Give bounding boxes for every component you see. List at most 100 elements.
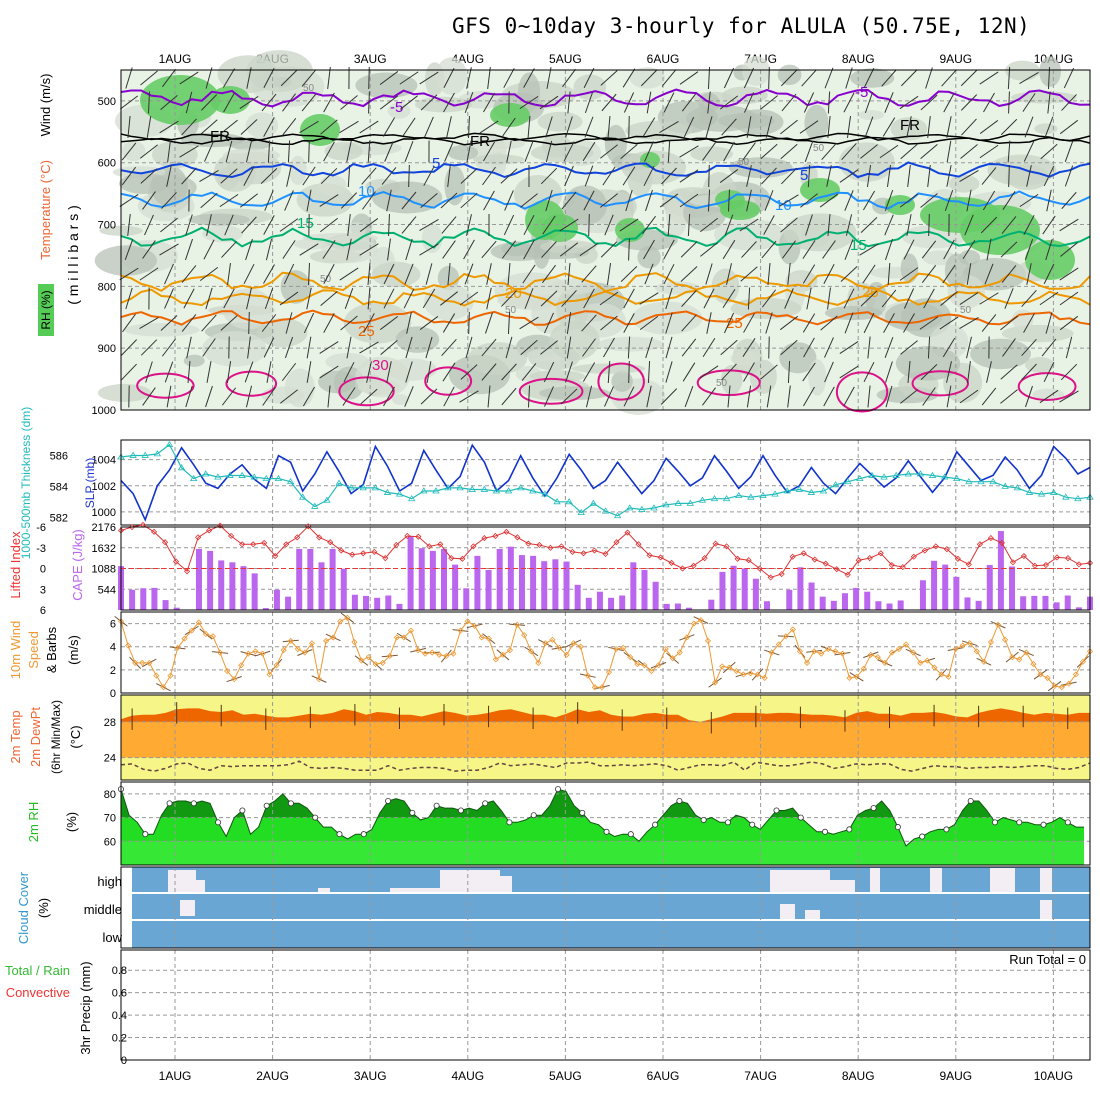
wind-barb [206,361,212,383]
rh-shade-blob [217,55,279,94]
wind-barb [707,66,711,90]
rh-shade-blob [387,102,411,119]
wind-barb [346,336,352,359]
wind-barb [584,116,594,138]
cape-bar [296,548,303,610]
wind-speed-marker [591,684,598,691]
wind-barb [723,67,735,89]
wind-barb [479,120,499,134]
li-marker [514,534,521,541]
cloud-gap [500,876,512,893]
rh-shade-blob [467,342,528,375]
wind-barb [320,167,338,185]
wind-barb [145,361,153,383]
cape-bar [652,581,659,610]
date-label: 1AUG [159,1069,192,1083]
wind-barb [164,263,174,285]
rh-high-blob [885,195,915,215]
rh-marker [360,831,367,838]
wind-speed-marker [761,674,768,682]
thickness-marker [844,477,852,485]
wind-barb [184,238,194,261]
wind-barb [247,336,251,359]
cape-bar [452,564,459,610]
isotherm-30 [835,371,889,413]
wind-barb [246,287,252,310]
wind-barb [1046,189,1052,212]
thickness-marker [480,485,489,492]
rh-marker [190,800,197,807]
rh-marker [652,821,659,828]
wind-speed-marker [605,669,613,676]
thickness-marker [335,479,343,486]
thickness-line [120,443,1091,517]
thickness-marker [1049,488,1058,495]
cloud-cover [132,867,1090,948]
wind-barb [760,364,778,380]
cloud-gap [990,868,1015,893]
cape-bar [363,595,370,610]
wind-speed-marker [804,659,811,666]
wind-barb [840,266,858,282]
rh-shade-blob [346,222,367,237]
rh2m-units-label: (%) [64,812,79,832]
wind-barb [925,67,933,89]
rh-shade-blob [1011,309,1034,330]
rh-marker [336,831,343,838]
wind-barb [262,387,276,406]
wind-barb [939,316,959,330]
rh-tick: 70 [104,813,116,825]
wind-barb [899,267,919,281]
rh-shade-blob [720,364,743,395]
wind-barb [285,312,293,334]
thickness-marker [698,496,707,503]
wind-barb [966,336,972,359]
wind-speed-marker [464,618,471,625]
cloud-gap [780,904,795,920]
wind-speed-marker [853,673,860,680]
li-marker [690,562,697,569]
wind-speed-marker [1051,682,1058,690]
wind-barb [645,336,653,359]
wind-barb [683,116,695,138]
li-marker [657,554,664,561]
thickness-marker [1025,488,1034,495]
wind-speed-marker [139,659,146,666]
wind-barb [983,92,995,113]
wind-barb [265,238,273,261]
thickness-marker [298,493,307,500]
cape-bar [162,600,169,610]
wind-barb [420,94,438,111]
run-total: Run Total = 0 [1009,952,1086,967]
cape-bar [830,600,837,610]
thickness-slp-panel: 1004 1002 1000 586 584 582 1000-500mb Thicknes… [19,407,1094,559]
rh-marker [846,826,853,833]
wind-barb [222,68,236,88]
wind-barb [920,94,938,111]
wind-barb [681,290,697,307]
wind-barb [468,115,470,139]
wind-barb [600,241,618,258]
wind-barb [1064,165,1074,187]
wind-barb [140,70,158,86]
wind-barb [223,92,235,113]
wind-barb [921,240,937,259]
wind-speed-marker [407,627,415,634]
contour-label: 5 [800,167,808,184]
rh-shade-blob [122,140,146,162]
li-marker [305,523,312,530]
wind-barb [663,239,675,260]
wind-barb [404,386,414,407]
wind-speed-marker [789,626,796,633]
wind-barb [728,189,730,212]
wind-barb [444,141,454,162]
wind-barb [740,266,758,282]
wind-barb [384,141,394,162]
li-marker [1009,559,1016,566]
wind-speed-marker [782,633,789,640]
wind-barb [367,287,371,310]
rh-shade-blob [435,57,468,95]
wind-barb [980,216,998,234]
wind-speed-marker [966,640,973,647]
wind-speed-marker [315,676,323,683]
